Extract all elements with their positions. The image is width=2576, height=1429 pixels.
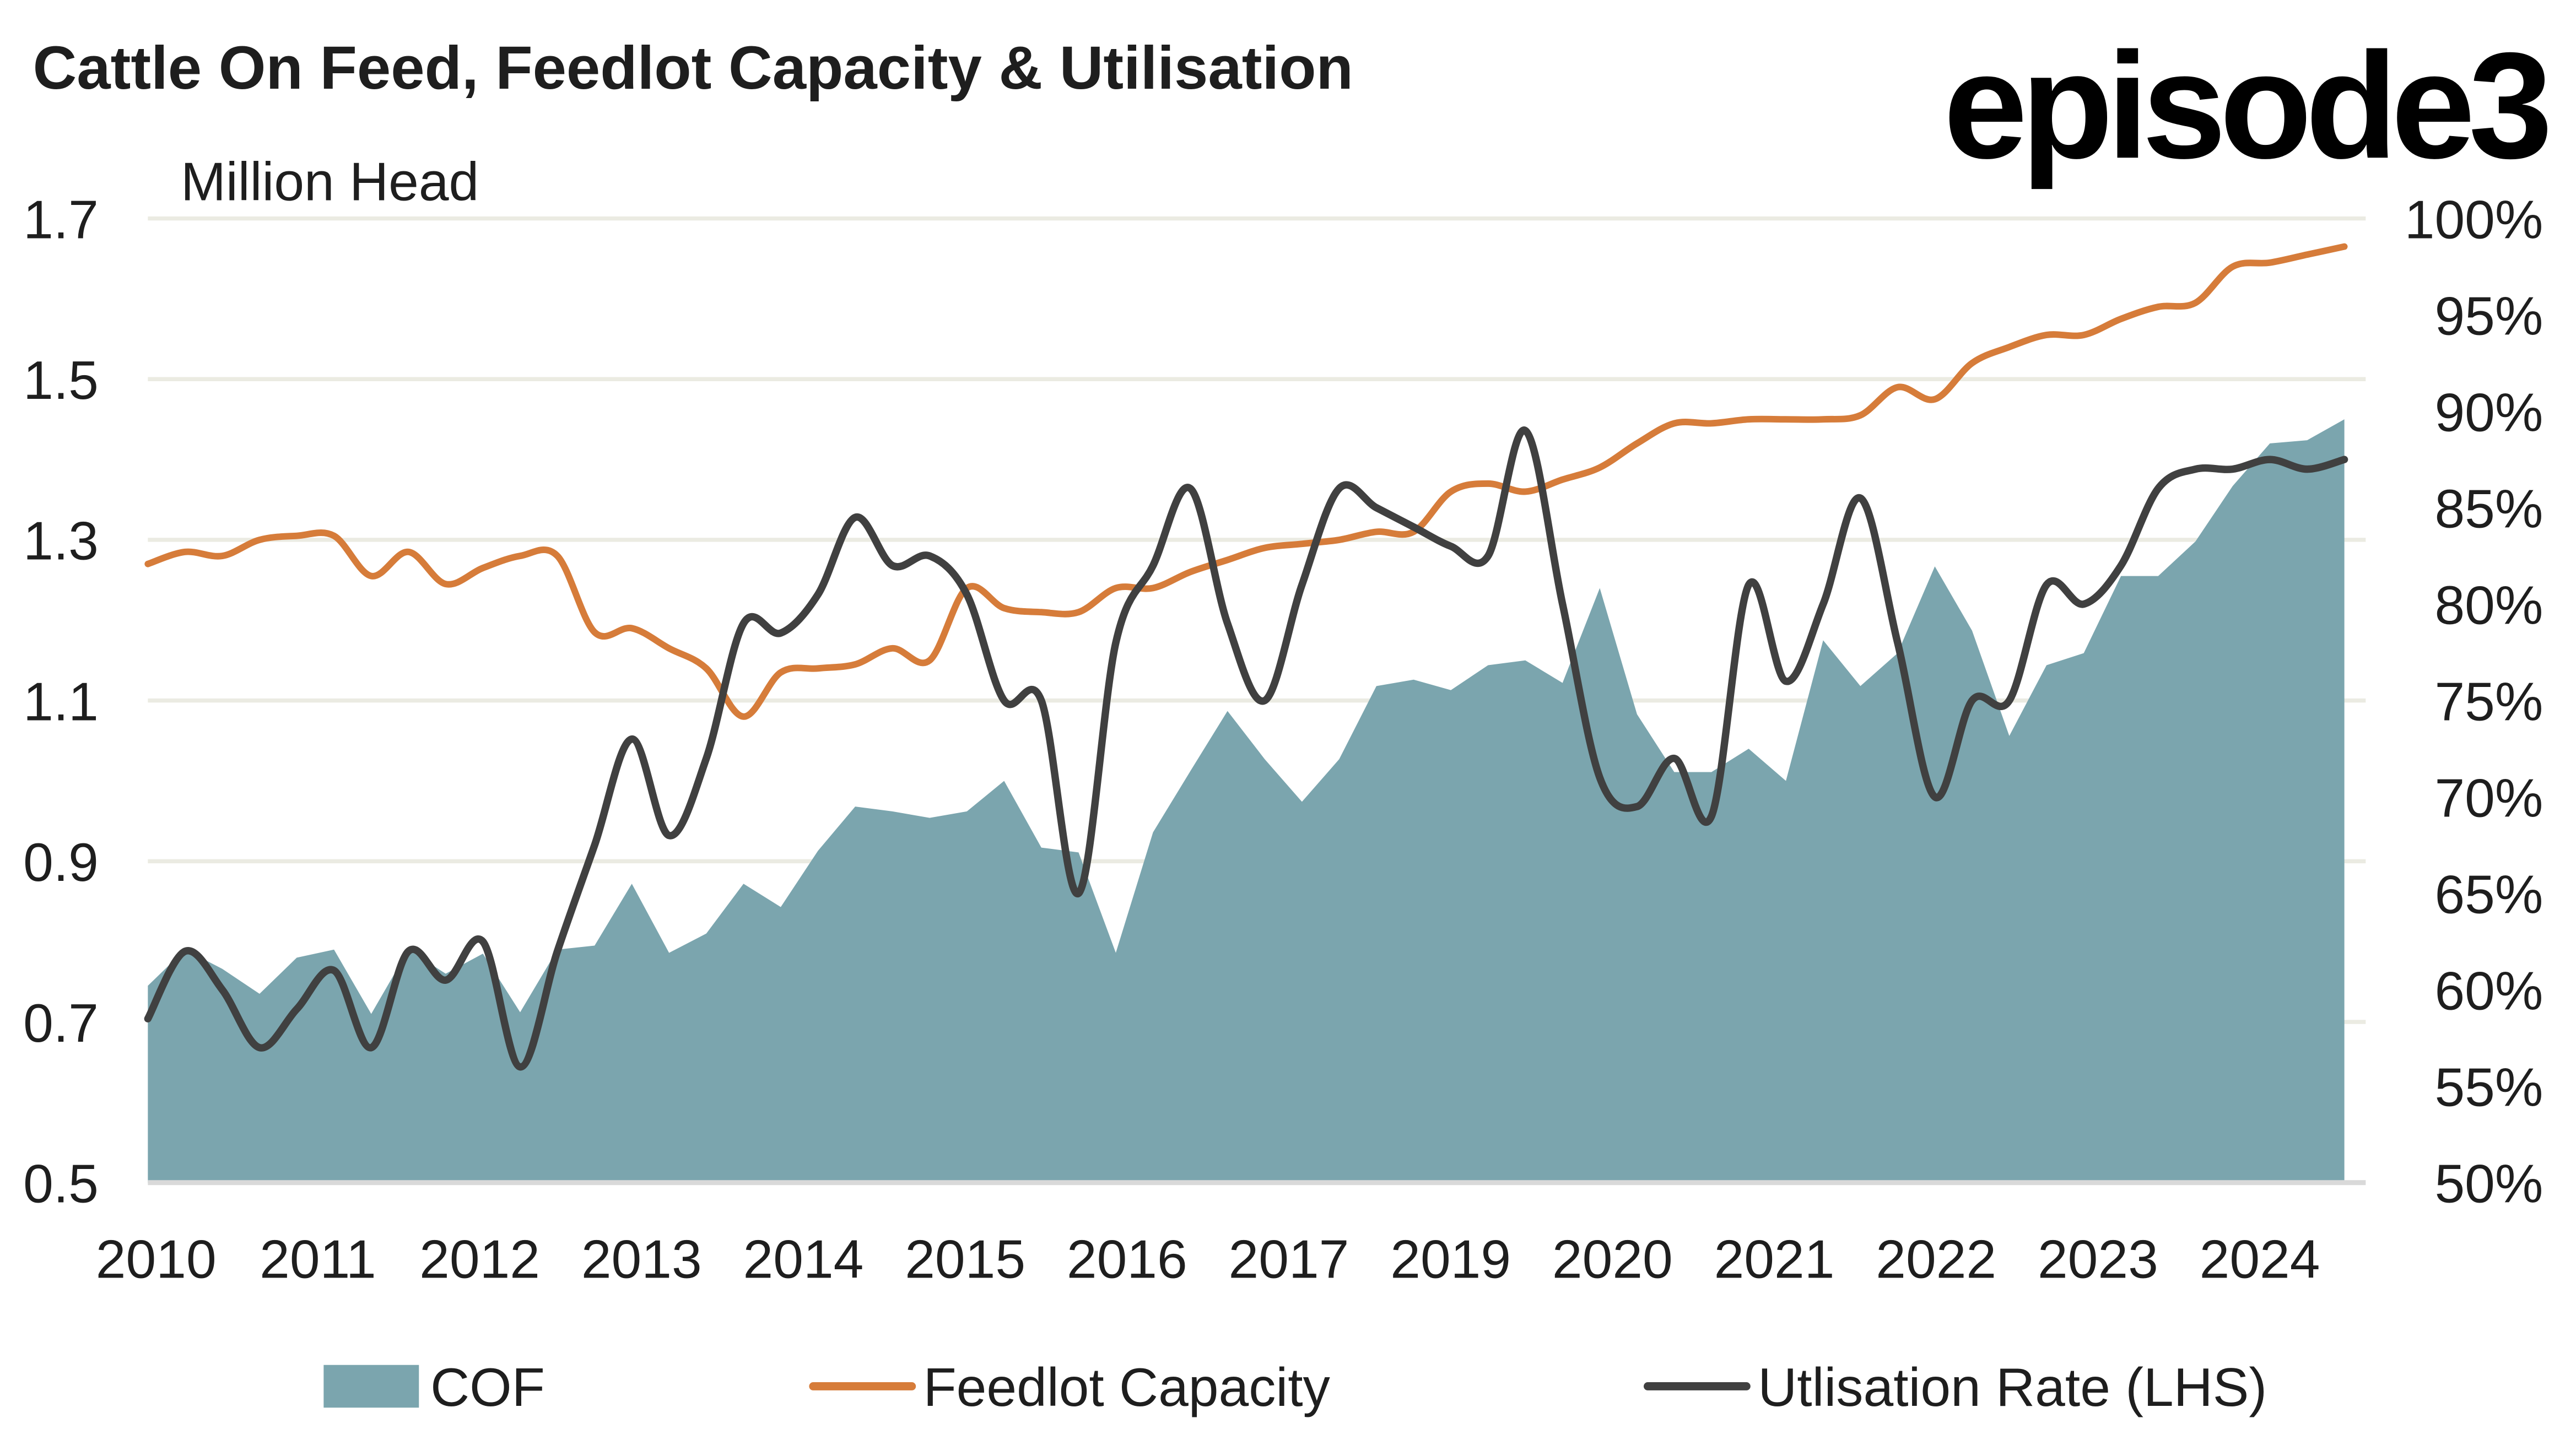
legend-label-cof: COF bbox=[430, 1357, 545, 1417]
legend-label-utilisation-rate: Utlisation Rate (LHS) bbox=[1758, 1357, 2267, 1417]
legend-item-feedlot-capacity[interactable]: Feedlot Capacity bbox=[809, 1357, 1330, 1417]
y-tick-label-right: 90% bbox=[2434, 382, 2543, 442]
x-tick-label: 2010 bbox=[96, 1229, 217, 1290]
y-tick-label-left: 1.7 bbox=[23, 189, 99, 250]
legend-swatch-cof bbox=[323, 1365, 419, 1408]
x-axis: 2010 2011 2012 2013 2014 2015 2016 2017 2019 2020… bbox=[96, 1229, 2320, 1290]
y-tick-label-right: 80% bbox=[2434, 575, 2543, 635]
legend-label-feedlot-capacity: Feedlot Capacity bbox=[924, 1357, 1330, 1417]
y-tick-label-left: 0.9 bbox=[23, 832, 99, 892]
series-line-feedlot-capacity bbox=[144, 243, 2348, 720]
y-axis-unit-label: Million Head bbox=[181, 151, 479, 212]
y-tick-label-right: 50% bbox=[2434, 1154, 2543, 1214]
y-tick-label-left: 1.3 bbox=[23, 511, 99, 571]
y-tick-label-right: 95% bbox=[2434, 285, 2543, 346]
y-tick-label-left: 1.1 bbox=[23, 671, 99, 732]
y-tick-label-right: 100% bbox=[2405, 189, 2543, 250]
x-tick-label: 2013 bbox=[581, 1229, 702, 1290]
x-tick-label: 2023 bbox=[2038, 1229, 2158, 1290]
y-tick-label-left: 0.7 bbox=[23, 993, 99, 1053]
y-axis-right: 100% 95% 90% 85% 80% 75% 70% 65% 60% 55% 50% bbox=[2405, 189, 2543, 1214]
chart-title: Cattle On Feed, Feedlot Capacity & Utili… bbox=[33, 34, 1353, 102]
legend-item-cof[interactable]: COF bbox=[323, 1357, 545, 1417]
x-tick-label: 2012 bbox=[419, 1229, 540, 1290]
y-tick-label-left: 1.5 bbox=[23, 350, 99, 410]
y-tick-label-right: 70% bbox=[2434, 767, 2543, 828]
series-line-utlisation-rate-lhs bbox=[144, 426, 2348, 1071]
series-area-cof bbox=[148, 419, 2345, 1183]
x-tick-label: 2021 bbox=[1714, 1229, 1835, 1290]
x-tick-label: 2024 bbox=[2200, 1229, 2320, 1290]
cof-area-layer bbox=[148, 419, 2345, 1183]
x-tick-label: 2014 bbox=[743, 1229, 864, 1290]
x-tick-label: 2017 bbox=[1229, 1229, 1349, 1290]
x-tick-label: 2022 bbox=[1876, 1229, 1996, 1290]
y-tick-label-right: 55% bbox=[2434, 1057, 2543, 1118]
y-tick-label-right: 65% bbox=[2434, 864, 2543, 924]
brand-logo: episode3 bbox=[1943, 21, 2549, 191]
y-tick-label-right: 75% bbox=[2434, 671, 2543, 732]
line-series-layer bbox=[144, 243, 2348, 1071]
legend-item-utilisation-rate[interactable]: Utlisation Rate (LHS) bbox=[1643, 1357, 2267, 1417]
legend: COF Feedlot Capacity Utlisation Rate (LH… bbox=[323, 1357, 2267, 1417]
y-tick-label-right: 60% bbox=[2434, 960, 2543, 1021]
x-tick-label: 2019 bbox=[1390, 1229, 1511, 1290]
y-axis-left: 1.7 1.5 1.3 1.1 0.9 0.7 0.5 bbox=[23, 189, 99, 1214]
y-tick-label-right: 85% bbox=[2434, 478, 2543, 539]
x-tick-label: 2020 bbox=[1552, 1229, 1673, 1290]
x-tick-label: 2016 bbox=[1067, 1229, 1187, 1290]
x-tick-label: 2011 bbox=[260, 1229, 376, 1290]
x-tick-label: 2015 bbox=[905, 1229, 1025, 1290]
y-tick-label-left: 0.5 bbox=[23, 1154, 99, 1214]
